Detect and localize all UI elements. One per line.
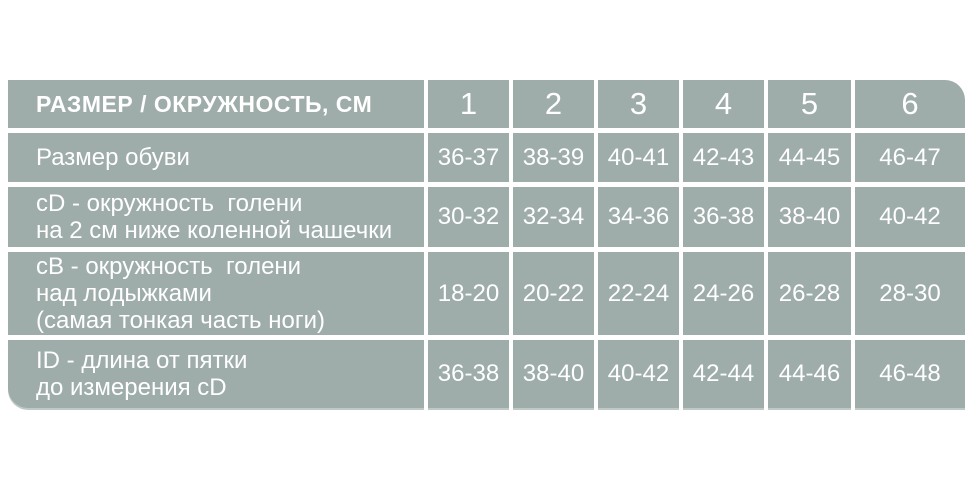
value-cell: 38-40 [768, 187, 851, 247]
header-column-1: 1 [428, 80, 509, 128]
row-label-cb-circumference: cB - окружность голени над лодыжками (са… [8, 252, 424, 335]
row-label-line: ID - длина от пятки [36, 347, 248, 374]
row-label-line: cB - окружность голени [36, 253, 302, 280]
value-cell: 40-42 [855, 187, 965, 247]
value-cell: 30-32 [428, 187, 509, 247]
value-cell: 44-45 [768, 133, 851, 182]
value-cell: 44-46 [768, 340, 851, 408]
table-row-shoe-size: Размер обуви 36-37 38-39 40-41 42-43 44-… [8, 133, 965, 182]
value-cell: 36-38 [683, 187, 764, 247]
header-column-6: 6 [855, 80, 965, 128]
header-column-5: 5 [768, 80, 851, 128]
row-label-shoe-size: Размер обуви [8, 133, 424, 182]
table-row-id-length: ID - длина от пятки до измерения cD 36-3… [8, 340, 965, 408]
header-column-2: 2 [513, 80, 594, 128]
value-cell: 42-44 [683, 340, 764, 408]
header-column-4: 4 [683, 80, 764, 128]
value-cell: 38-39 [513, 133, 594, 182]
row-label-line: (самая тонкая часть ноги) [36, 307, 325, 334]
value-cell: 20-22 [513, 252, 594, 335]
row-label-line: Размер обуви [36, 144, 190, 171]
value-cell: 22-24 [598, 252, 679, 335]
value-cell: 42-43 [683, 133, 764, 182]
row-label-line: над лодыжками [36, 280, 212, 307]
value-cell: 32-34 [513, 187, 594, 247]
header-title: РАЗМЕР / ОКРУЖНОСТЬ, СМ [36, 90, 373, 117]
table-row-cb-circumference: cB - окружность голени над лодыжками (са… [8, 252, 965, 335]
value-cell: 18-20 [428, 252, 509, 335]
value-cell: 46-47 [855, 133, 965, 182]
value-cell: 40-42 [598, 340, 679, 408]
value-cell: 34-36 [598, 187, 679, 247]
header-column-3: 3 [598, 80, 679, 128]
value-cell: 46-48 [855, 340, 965, 408]
row-label-line: cD - окружность голени [36, 190, 303, 217]
size-chart-table: РАЗМЕР / ОКРУЖНОСТЬ, СМ 1 2 3 4 5 6 Разм… [8, 80, 965, 408]
value-cell: 38-40 [513, 340, 594, 408]
row-label-cd-circumference: cD - окружность голени на 2 см ниже коле… [8, 187, 424, 247]
row-label-line: на 2 см ниже коленной чашечки [36, 217, 393, 244]
value-cell: 36-38 [428, 340, 509, 408]
table-row-cd-circumference: cD - окружность голени на 2 см ниже коле… [8, 187, 965, 247]
row-label-line: до измерения cD [36, 374, 227, 401]
row-label-id-length: ID - длина от пятки до измерения cD [8, 340, 424, 408]
table-header-row: РАЗМЕР / ОКРУЖНОСТЬ, СМ 1 2 3 4 5 6 [8, 80, 965, 128]
value-cell: 26-28 [768, 252, 851, 335]
value-cell: 28-30 [855, 252, 965, 335]
header-title-cell: РАЗМЕР / ОКРУЖНОСТЬ, СМ [8, 80, 424, 128]
value-cell: 24-26 [683, 252, 764, 335]
value-cell: 36-37 [428, 133, 509, 182]
value-cell: 40-41 [598, 133, 679, 182]
